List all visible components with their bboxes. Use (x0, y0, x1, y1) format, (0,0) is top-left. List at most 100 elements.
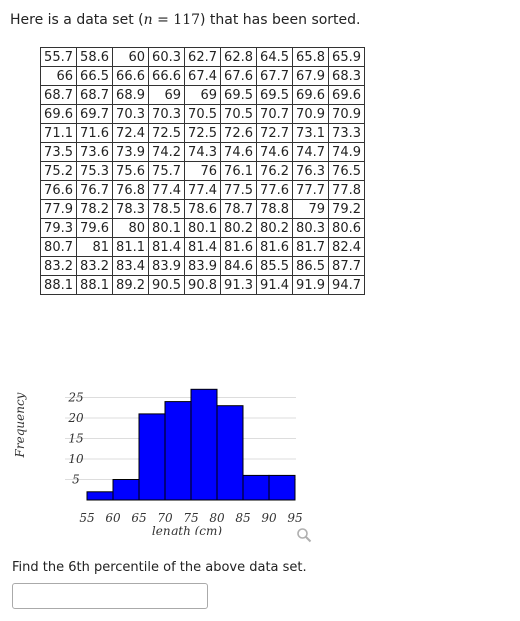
table-cell: 65.8 (292, 47, 329, 67)
table-cell: 91.3 (220, 275, 257, 295)
y-tick-label: 25 (67, 391, 83, 405)
table-cell: 80.6 (328, 218, 365, 238)
histogram-bar (112, 479, 140, 501)
table-cell: 67.4 (184, 66, 221, 86)
table-cell: 78.5 (148, 199, 185, 219)
table-cell: 73.5 (40, 142, 77, 162)
intro-text-after: ) that has been sorted. (200, 12, 361, 28)
y-tick-label: 15 (68, 432, 83, 446)
table-row: 80.7 81 81.1 81.4 81.4 81.6 81.6 81.7 82.4 (40, 237, 365, 257)
table-cell: 70.9 (328, 104, 365, 124)
table-cell: 80.2 (220, 218, 257, 238)
x-tick-label: 60 (105, 511, 121, 525)
table-row: 66 66.5 66.6 66.6 67.4 67.6 67.7 67.9 68.3 (40, 66, 365, 86)
x-tick-label: 80 (209, 511, 225, 525)
table-cell: 69.6 (328, 85, 365, 105)
data-table: 55.7 58.6 60 60.3 62.7 62.8 64.5 65.8 65.9 66 66.5… (40, 47, 365, 295)
table-cell: 77.5 (220, 180, 257, 200)
table-cell: 79.3 (40, 218, 77, 238)
table-cell: 81.4 (184, 237, 221, 257)
table-cell: 72.4 (112, 123, 149, 143)
table-cell: 77.7 (292, 180, 329, 200)
table-row: 76.6 76.7 76.8 77.4 77.4 77.5 77.6 77.7 77.8 (40, 180, 365, 200)
table-cell: 76.5 (328, 161, 365, 181)
x-tick-label: 85 (235, 511, 250, 525)
x-tick-label: 90 (261, 511, 277, 525)
table-cell: 94.7 (328, 275, 365, 295)
table-cell: 72.5 (148, 123, 185, 143)
table-cell: 85.5 (256, 256, 293, 276)
table-cell: 83.4 (112, 256, 149, 276)
table-cell: 86.5 (292, 256, 329, 276)
table-cell: 68.7 (40, 85, 77, 105)
table-row: 79.3 79.6 80 80.1 80.1 80.2 80.2 80.3 80.6 (40, 218, 365, 238)
table-cell: 78.7 (220, 199, 257, 219)
table-cell: 91.4 (256, 275, 293, 295)
table-cell: 67.7 (256, 66, 293, 86)
question-text: Find the 6th percentile of the above dat… (12, 560, 307, 575)
table-cell: 90.5 (148, 275, 185, 295)
histogram-bar (242, 474, 270, 501)
table-cell: 66.6 (148, 66, 185, 86)
table-cell: 76.3 (292, 161, 329, 181)
table-cell: 69.6 (292, 85, 329, 105)
table-cell: 91.9 (292, 275, 329, 295)
table-cell: 65.9 (328, 47, 365, 67)
table-cell: 75.2 (40, 161, 77, 181)
table-cell: 72.6 (220, 123, 257, 143)
table-cell: 71.1 (40, 123, 77, 143)
table-cell: 74.6 (256, 142, 293, 162)
table-cell: 78.6 (184, 199, 221, 219)
table-cell: 69.7 (76, 104, 113, 124)
table-cell: 68.3 (328, 66, 365, 86)
table-cell: 75.3 (76, 161, 113, 181)
histogram: 5 10 15 20 25 55 60 65 70 75 80 85 90 95 length (cm) Fr… (13, 388, 303, 535)
table-cell: 70.9 (292, 104, 329, 124)
table-cell: 76.8 (112, 180, 149, 200)
table-cell: 70.5 (220, 104, 257, 124)
table-cell: 68.7 (76, 85, 113, 105)
x-tick-label: 55 (79, 511, 94, 525)
table-cell: 70.7 (256, 104, 293, 124)
table-row: 83.2 83.2 83.4 83.9 83.9 84.6 85.5 86.5 87.7 (40, 256, 365, 276)
table-cell: 80.1 (148, 218, 185, 238)
table-cell: 70.5 (184, 104, 221, 124)
histogram-bar (86, 491, 114, 501)
table-cell: 88.1 (76, 275, 113, 295)
x-tick-label: 75 (183, 511, 198, 525)
y-axis-label: Frequency (13, 392, 27, 458)
sample-size-math: n = 117 (144, 12, 200, 28)
table-cell: 78.2 (76, 199, 113, 219)
x-tick-label: 95 (287, 511, 302, 525)
table-cell: 55.7 (40, 47, 77, 67)
histogram-bar (164, 401, 192, 501)
table-cell: 83.9 (184, 256, 221, 276)
table-row: 75.2 75.3 75.6 75.7 76 76.1 76.2 76.3 76.5 (40, 161, 365, 181)
table-cell: 66.6 (112, 66, 149, 86)
table-cell: 81.6 (256, 237, 293, 257)
table-cell: 62.8 (220, 47, 257, 67)
x-tick-label: 65 (131, 511, 146, 525)
table-cell: 69.5 (220, 85, 257, 105)
table-cell: 73.6 (76, 142, 113, 162)
table-cell: 81.1 (112, 237, 149, 257)
table-cell: 72.7 (256, 123, 293, 143)
table-row: 68.7 68.7 68.9 69 69 69.5 69.5 69.6 69.6 (40, 85, 365, 105)
table-row: 88.1 88.1 89.2 90.5 90.8 91.3 91.4 91.9 94.7 (40, 275, 365, 295)
table-cell: 74.7 (292, 142, 329, 162)
table-cell: 73.1 (292, 123, 329, 143)
table-cell: 83.9 (148, 256, 185, 276)
table-cell: 89.2 (112, 275, 149, 295)
y-tick-label: 10 (68, 452, 84, 466)
table-cell: 67.6 (220, 66, 257, 86)
table-cell: 75.6 (112, 161, 149, 181)
y-tick-label: 5 (72, 473, 80, 487)
table-cell: 83.2 (76, 256, 113, 276)
histogram-bar (190, 388, 218, 501)
table-cell: 77.4 (148, 180, 185, 200)
table-cell: 81.6 (220, 237, 257, 257)
table-cell: 66 (40, 66, 77, 86)
answer-input[interactable] (12, 583, 208, 609)
magnifier-icon[interactable] (296, 527, 312, 543)
table-cell: 60 (112, 47, 149, 67)
